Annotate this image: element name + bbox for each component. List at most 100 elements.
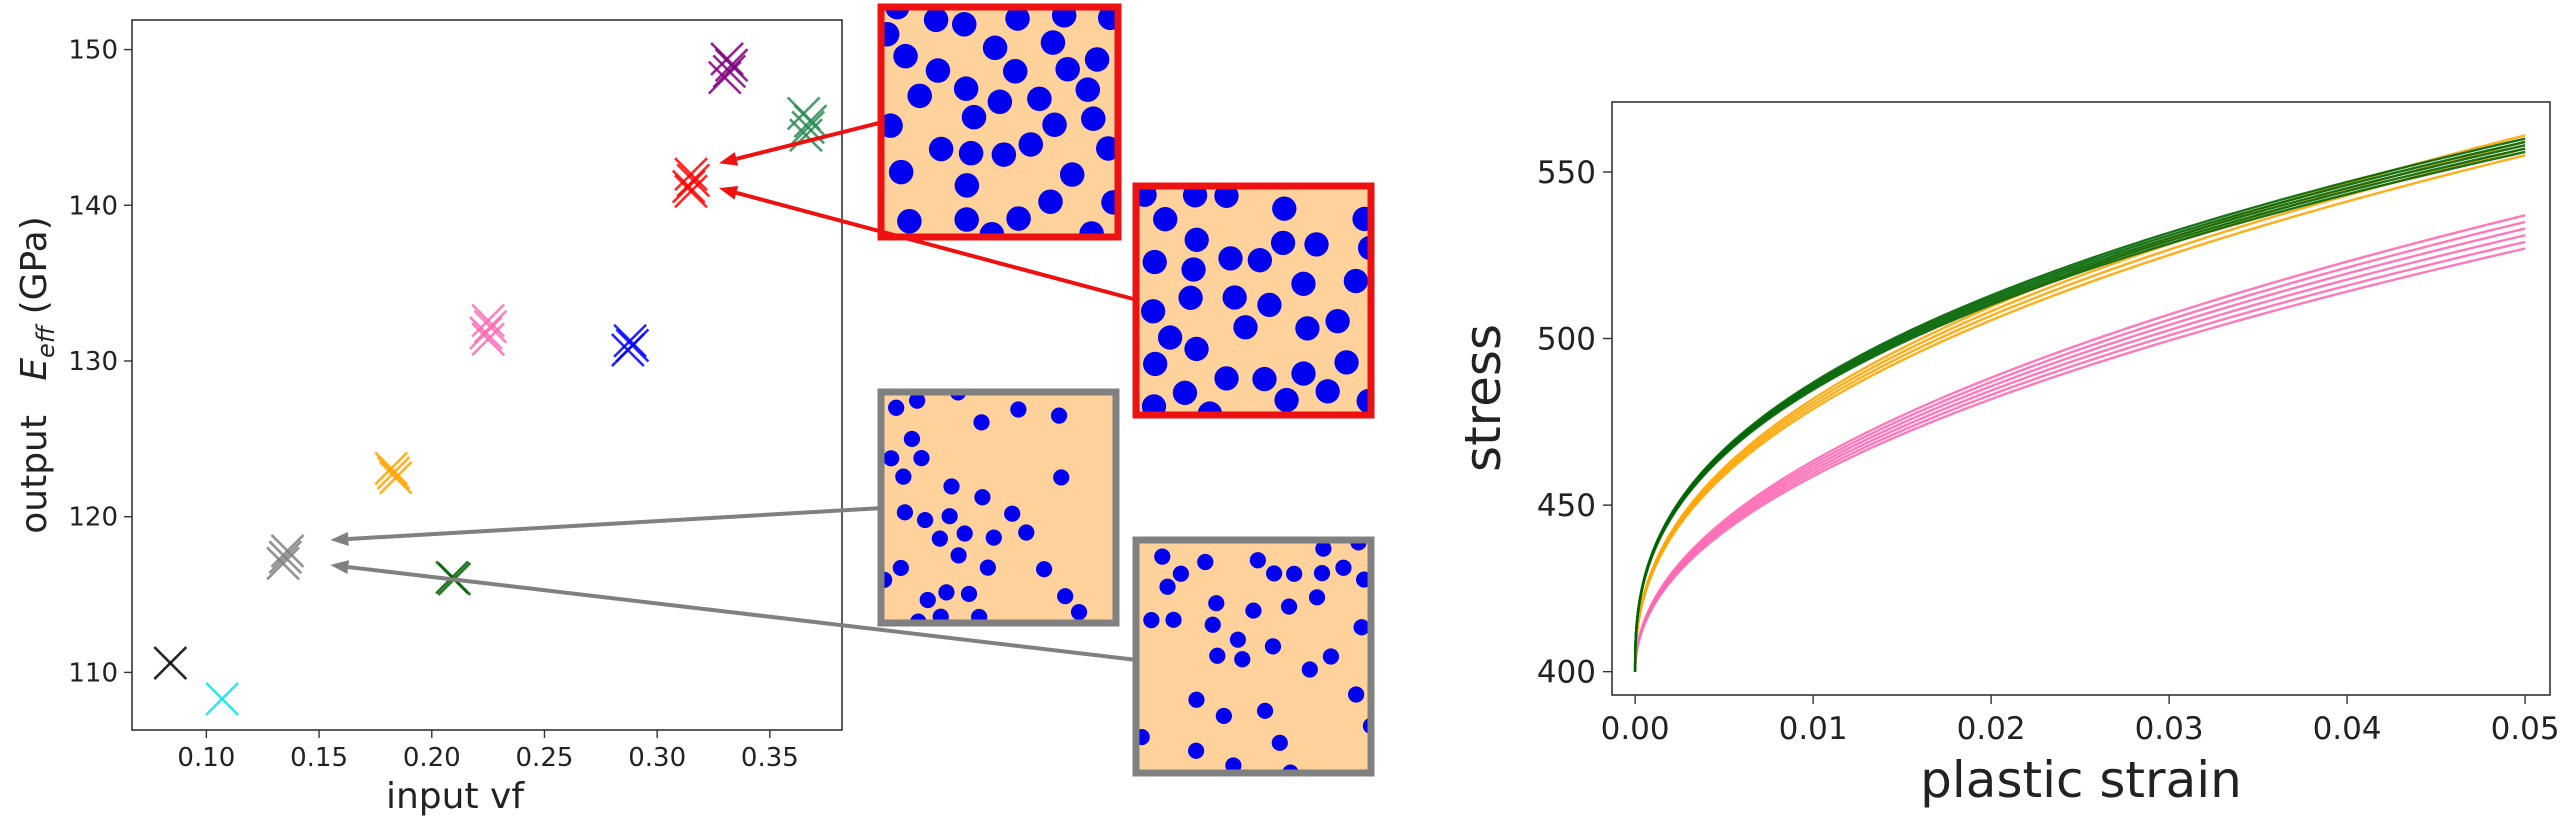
scatter-point <box>471 303 506 338</box>
inclusion-dot <box>881 113 903 138</box>
scatter-points <box>153 42 828 716</box>
inclusion-dot <box>1050 407 1068 424</box>
inclusion-dot <box>1304 232 1329 257</box>
inclusion-dot <box>913 450 930 467</box>
scatter-axes-frame <box>131 19 843 731</box>
inclusion-dot <box>1081 106 1106 131</box>
scatter-point <box>707 60 742 95</box>
inclusion-dot <box>1272 196 1297 221</box>
inset-matrix <box>881 392 1116 623</box>
inclusion-dot <box>1181 257 1206 282</box>
stress-curve <box>1633 214 2526 672</box>
inclusion-dot <box>979 559 996 576</box>
line-x-ticks: 0.00 0.01 0.02 0.03 0.04 0.05 <box>1601 695 2560 747</box>
inclusion-dot <box>916 511 934 529</box>
inclusion-dot <box>919 591 936 609</box>
scatter-point <box>471 322 506 357</box>
inset-arrows <box>330 120 1138 662</box>
inclusion-dot <box>1322 648 1340 665</box>
microstructure-inset <box>877 3 1122 241</box>
scatter-point <box>266 546 300 581</box>
stress-curve <box>1633 234 2526 672</box>
stress-curve <box>1633 147 2526 672</box>
inset-arrow <box>330 560 1138 662</box>
inclusion-dot <box>1055 56 1080 82</box>
inclusion-dot <box>1214 186 1239 208</box>
inclusion-dot <box>1353 619 1370 636</box>
inclusion-dot <box>1038 189 1063 214</box>
inclusion-dot <box>1249 552 1266 569</box>
scatter-point <box>613 323 648 358</box>
inclusion-dot <box>1352 206 1371 232</box>
stress-curve <box>1633 247 2526 672</box>
scatter-x-ticks: 0.10 0.15 0.20 0.25 0.30 0.35 <box>177 730 799 773</box>
inset-arrow <box>718 186 1138 302</box>
line-curves <box>1633 134 2526 672</box>
scatter-y-label: output Eeff (GPa) <box>14 216 60 534</box>
inclusion-dot <box>881 21 900 47</box>
scatter-y-tick-label: 120 <box>68 503 118 533</box>
inclusion-dot <box>888 399 905 416</box>
inclusion-dot <box>1159 578 1176 595</box>
inclusion-dot <box>1096 136 1118 161</box>
line-axes-frame <box>1611 101 2551 696</box>
inclusion-dot <box>979 221 1005 237</box>
line-x-tick-label: 0.03 <box>2135 711 2204 747</box>
scatter-point <box>270 534 305 568</box>
inclusion-dot <box>895 468 912 485</box>
stress-curve <box>1633 144 2526 672</box>
inclusion-dot <box>1286 565 1303 582</box>
inclusion-dot <box>1247 248 1273 273</box>
inclusion-dot <box>925 58 951 83</box>
inclusion-dot <box>974 489 991 506</box>
inset-arrow <box>718 120 884 166</box>
inclusion-dot <box>897 208 922 234</box>
inclusion-dot <box>896 504 913 521</box>
inclusion-dot <box>1172 565 1189 582</box>
scatter-y-tick-label: 140 <box>68 191 118 221</box>
inclusion-dot <box>1010 401 1027 418</box>
stress-curve <box>1633 227 2526 672</box>
inclusion-dot <box>1143 351 1168 377</box>
line-y-tick-label: 500 <box>1537 322 1596 358</box>
inclusion-dot <box>1356 388 1371 414</box>
inclusion-dot <box>1252 366 1277 392</box>
inclusion-dot <box>1188 742 1205 759</box>
line-y-tick-label: 450 <box>1537 488 1596 524</box>
inclusion-dot <box>973 414 990 431</box>
inclusion-dot <box>952 12 977 37</box>
inclusion-dot <box>1006 206 1031 231</box>
inclusion-dot <box>1266 565 1283 582</box>
inclusion-dot <box>1143 612 1160 629</box>
inclusion-dot <box>1153 207 1178 232</box>
inclusion-dot <box>1157 325 1183 350</box>
inclusion-dot <box>1036 561 1053 578</box>
inclusion-dot <box>1059 162 1085 187</box>
inclusion-dot <box>938 584 955 601</box>
inclusion-dot <box>1245 602 1262 619</box>
stress-curve <box>1633 240 2526 672</box>
scatter-x-tick-label: 0.25 <box>516 743 574 773</box>
scatter-point <box>674 157 708 192</box>
inclusion-dot <box>1233 315 1258 340</box>
stress-curve <box>1633 140 2526 672</box>
inclusion-dot <box>1222 285 1247 310</box>
inclusion-dot <box>1004 505 1021 522</box>
inclusion-dot <box>1215 707 1232 725</box>
inclusion-dot <box>893 43 918 69</box>
inclusion-dot <box>1027 86 1052 112</box>
inclusion-dot <box>1197 553 1214 571</box>
inclusion-dot <box>1348 686 1365 703</box>
inclusion-dot <box>1271 734 1288 751</box>
inclusion-dot <box>1140 299 1166 324</box>
inclusion-dot <box>1042 112 1067 137</box>
scatter-point <box>714 48 749 83</box>
scatter-x-tick-label: 0.15 <box>290 743 348 773</box>
inclusion-dot <box>1075 77 1101 102</box>
scatter-y-tick-label: 110 <box>68 658 118 688</box>
line-x-label: plastic strain <box>1920 751 2242 809</box>
line-x-tick-label: 0.04 <box>2313 711 2382 747</box>
inclusion-dot <box>1334 350 1359 375</box>
inclusion-dot <box>1264 638 1282 655</box>
